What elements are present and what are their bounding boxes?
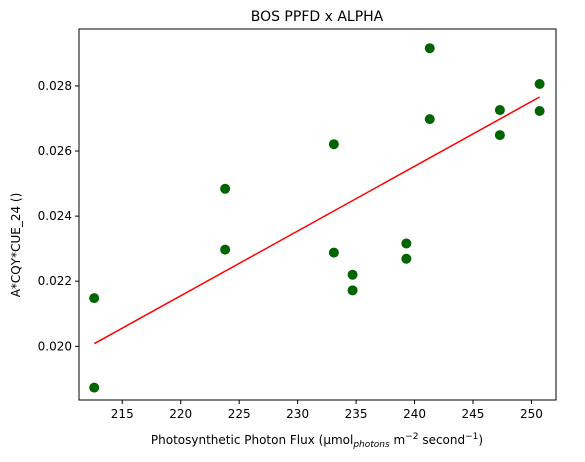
y-axis-label: A*CQY*CUE_24 () (9, 193, 23, 298)
x-tick-label: 220 (169, 407, 192, 421)
data-point (534, 78, 545, 89)
x-tick-label: 240 (403, 407, 426, 421)
data-point (220, 244, 231, 255)
data-point (89, 293, 100, 304)
data-point (401, 238, 412, 249)
data-point (220, 183, 231, 194)
plot-frame (78, 28, 557, 401)
x-tick-label: 230 (286, 407, 309, 421)
x-tick-label: 215 (111, 407, 134, 421)
xlabel-mid2: second (419, 433, 466, 447)
data-point (424, 43, 435, 54)
data-point (494, 130, 505, 141)
x-tick-label: 235 (345, 407, 368, 421)
xlabel-sup1: −2 (405, 432, 418, 442)
y-tick-label: 0.028 (38, 79, 72, 93)
data-point (328, 247, 339, 258)
x-axis-ticks: 215 220 225 230 235 240 245 250 (111, 400, 543, 421)
y-tick-label: 0.020 (38, 339, 72, 353)
plot-area (78, 28, 557, 401)
y-tick-label: 0.024 (38, 209, 72, 223)
chart-title: BOS PPFD x ALPHA (251, 9, 384, 25)
data-point (401, 253, 412, 264)
x-tick-label: 250 (520, 407, 543, 421)
data-point (534, 106, 545, 117)
trend-line (93, 96, 540, 345)
xlabel-sup2: −1 (465, 432, 478, 442)
y-axis-ticks: 0.020 0.022 0.024 0.026 0.028 (38, 79, 79, 353)
data-point (89, 382, 100, 393)
x-axis-label: Photosynthetic Photon Flux (µmolphotons … (151, 432, 483, 450)
data-point (494, 105, 505, 116)
xlabel-end: ) (478, 433, 483, 447)
xlabel-main: Photosynthetic Photon Flux (µmol (151, 433, 353, 447)
data-point (424, 114, 435, 125)
x-tick-label: 225 (228, 407, 251, 421)
x-tick-label: 245 (462, 407, 485, 421)
data-point (347, 269, 358, 280)
xlabel-sub: photons (352, 440, 390, 450)
y-tick-label: 0.022 (38, 274, 72, 288)
data-point (347, 285, 358, 296)
y-tick-label: 0.026 (38, 144, 72, 158)
data-point (328, 139, 339, 150)
xlabel-mid: m (390, 433, 406, 447)
